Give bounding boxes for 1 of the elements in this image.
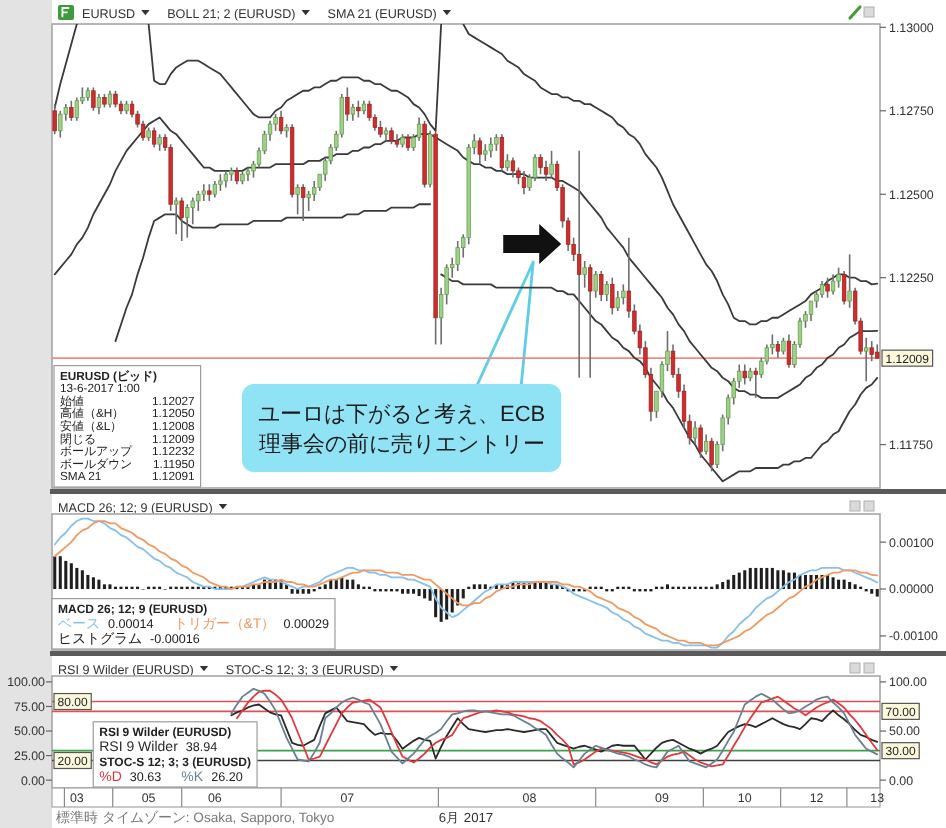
- annotation: ユーロは下がると考え、ECB 理事会の前に売りエントリー: [257, 401, 546, 457]
